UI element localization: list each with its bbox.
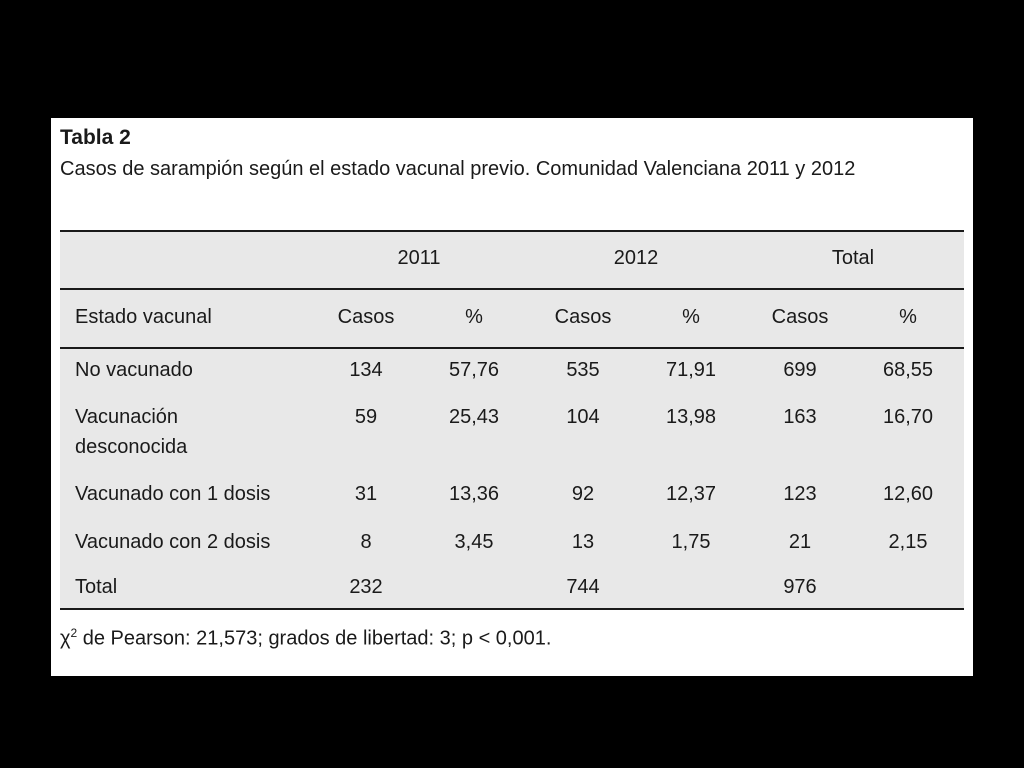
table-cell: 976 — [783, 576, 817, 598]
row-label: No vacunado — [75, 359, 193, 381]
table-cell: 232 — [349, 576, 383, 598]
table-cell: 2,15 — [888, 531, 928, 553]
table-cell: 68,55 — [882, 359, 934, 381]
header-divider — [60, 288, 964, 290]
column-header-pct-2011: % — [465, 306, 483, 328]
table-cell: 13 — [571, 531, 595, 553]
row-label-total: Total — [75, 576, 118, 598]
table-cell: 21 — [788, 531, 812, 553]
table-cell: 1,75 — [671, 531, 711, 553]
footnote-text: de Pearson: 21,573; grados de libertad: … — [77, 627, 552, 650]
column-header-pct-total: % — [899, 306, 917, 328]
column-header-casos-2012: Casos — [554, 306, 612, 328]
table-cell: 104 — [566, 406, 600, 428]
table-cell: 8 — [360, 531, 372, 553]
table-cell: 12,37 — [665, 483, 717, 505]
row-label: Vacunación — [75, 406, 179, 428]
table-cell: 13,98 — [665, 406, 717, 428]
chi-superscript: 2 — [70, 626, 78, 640]
table-cell: 134 — [349, 359, 383, 381]
chi-symbol: χ — [60, 627, 71, 650]
table-cell: 59 — [354, 406, 378, 428]
table-caption: Casos de sarampión según el estado vacun… — [60, 158, 856, 180]
table-cell: 31 — [354, 483, 378, 505]
column-header-casos-2011: Casos — [337, 306, 395, 328]
table-cell: 12,60 — [882, 483, 934, 505]
row-label: Vacunado con 2 dosis — [75, 531, 271, 553]
row-label-continuation: desconocida — [75, 436, 188, 458]
year-header-2012: 2012 — [613, 247, 659, 269]
table-cell: 13,36 — [448, 483, 500, 505]
table-cell: 16,70 — [882, 406, 934, 428]
table-cell: 92 — [571, 483, 595, 505]
column-header-casos-total: Casos — [771, 306, 829, 328]
table-label: Tabla 2 — [60, 126, 131, 149]
year-header-total: Total — [831, 247, 875, 269]
column-header-pct-2012: % — [682, 306, 700, 328]
column-header-divider — [60, 347, 964, 349]
table-footnote: χ2 de Pearson: 21,573; grados de liberta… — [60, 626, 551, 651]
row-label: Vacunado con 1 dosis — [75, 483, 271, 505]
year-header-2011: 2011 — [397, 247, 441, 269]
table-cell: 25,43 — [448, 406, 500, 428]
table-cell: 123 — [783, 483, 817, 505]
table-panel: Tabla 2 Casos de sarampión según el esta… — [51, 118, 973, 676]
column-header-estado-vacunal: Estado vacunal — [75, 306, 212, 328]
table-cell: 535 — [566, 359, 600, 381]
table-cell: 71,91 — [665, 359, 717, 381]
table-cell: 699 — [783, 359, 817, 381]
table-cell: 57,76 — [448, 359, 500, 381]
data-table: 2011 2012 Total Estado vacunal Casos % C… — [60, 230, 964, 610]
table-cell: 3,45 — [454, 531, 494, 553]
table-cell: 163 — [783, 406, 817, 428]
table-cell: 744 — [566, 576, 600, 598]
